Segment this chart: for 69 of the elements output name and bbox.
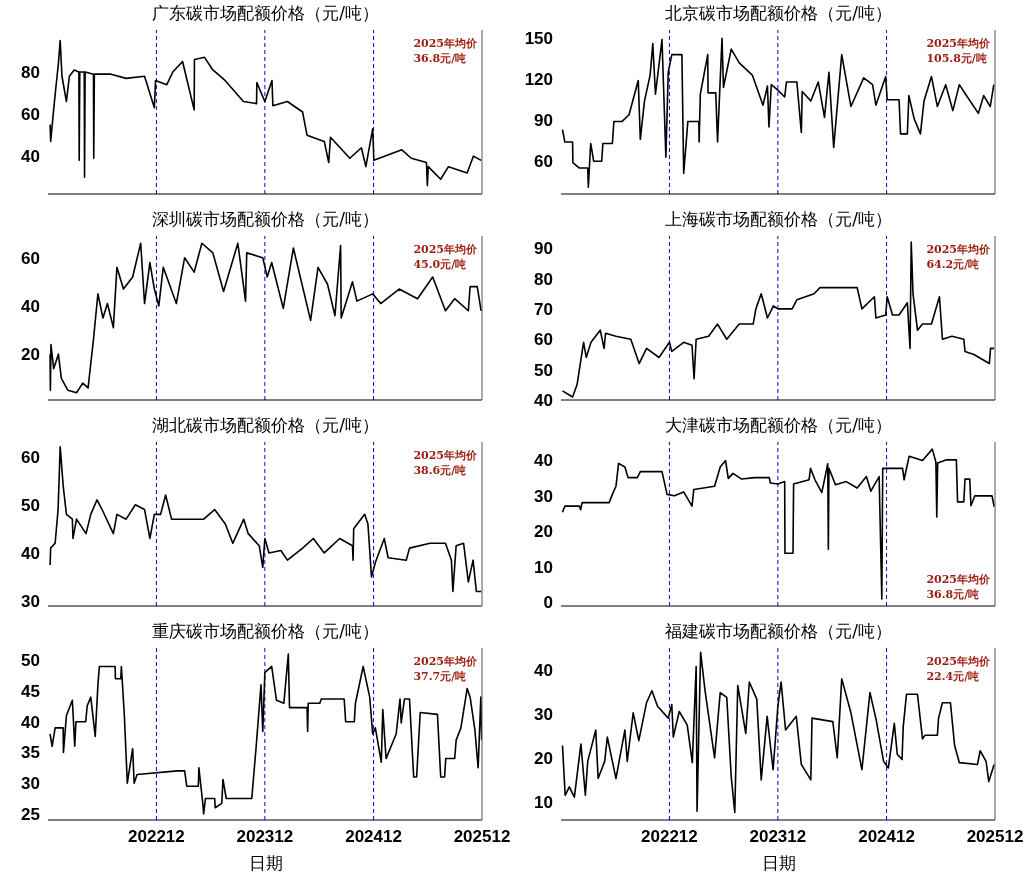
y-tick-label: 60 <box>534 330 553 350</box>
line-series <box>561 448 995 600</box>
y-tick-label: 60 <box>21 105 40 125</box>
y-tick-label: 150 <box>524 29 553 49</box>
line-series <box>561 651 995 814</box>
y-tick-label: 40 <box>534 450 553 470</box>
chart-title: 广东碳市场配额价格（元/吨） <box>151 2 380 25</box>
y-tick-label: 10 <box>534 793 553 813</box>
y-tick-label: 25 <box>21 804 40 824</box>
y-tick-label: 60 <box>534 152 553 172</box>
y-tick-label: 30 <box>21 592 40 612</box>
y-tick-label: 40 <box>534 661 553 681</box>
y-tick-label: 60 <box>21 248 40 268</box>
y-tick-label: 50 <box>534 360 553 380</box>
chart-title: 北京碳市场配额价格（元/吨） <box>664 2 893 25</box>
x-tick-label: 202412 <box>345 827 402 847</box>
y-tick-label: 90 <box>534 239 553 259</box>
y-tick-label: 30 <box>534 486 553 506</box>
chart-title: 湖北碳市场配额价格（元/吨） <box>151 414 380 437</box>
line-series <box>49 446 482 593</box>
y-tick-label: 40 <box>534 391 553 411</box>
x-tick-label: 202512 <box>453 827 511 847</box>
chart-title: 福建碳市场配额价格（元/吨） <box>664 620 893 643</box>
y-tick-label: 80 <box>21 63 40 83</box>
y-tick-label: 0 <box>543 593 553 613</box>
x-tick-label: 202412 <box>858 827 915 847</box>
annotation: 2025年均价 64.2元/吨 <box>926 242 990 272</box>
line-series <box>561 241 995 398</box>
x-tick-label: 202312 <box>749 827 807 847</box>
line-series <box>49 242 482 394</box>
chart-title: 大津碳市场配额价格（元/吨） <box>664 414 893 437</box>
x-tick-label: 202512 <box>966 827 1024 847</box>
y-tick-label: 20 <box>534 749 553 769</box>
y-tick-label: 10 <box>534 557 553 577</box>
annotation: 2025年均价 45.0元/吨 <box>413 242 477 272</box>
y-tick-label: 70 <box>534 299 553 319</box>
chart-title: 重庆碳市场配额价格（元/吨） <box>151 620 380 643</box>
line-series <box>49 39 482 187</box>
y-tick-label: 35 <box>21 743 40 763</box>
y-tick-label: 30 <box>534 705 553 725</box>
x-axis-title: 日期 <box>760 852 797 875</box>
chart-title: 深圳碳市场配额价格（元/吨） <box>151 208 380 231</box>
annotation: 2025年均价 37.7元/吨 <box>413 654 477 684</box>
annotation: 2025年均价 105.8元/吨 <box>926 36 990 66</box>
y-tick-label: 40 <box>21 147 40 167</box>
line-series <box>49 653 482 815</box>
y-tick-label: 20 <box>21 345 40 365</box>
x-tick-label: 202212 <box>128 827 185 847</box>
line-series <box>561 37 995 188</box>
y-tick-label: 40 <box>21 296 40 316</box>
y-tick-label: 45 <box>21 682 40 702</box>
y-tick-label: 50 <box>21 495 40 515</box>
y-tick-label: 40 <box>21 543 40 563</box>
y-tick-label: 90 <box>534 111 553 131</box>
y-tick-label: 60 <box>21 447 40 467</box>
annotation: 2025年均价 36.8元/吨 <box>413 36 477 66</box>
x-axis-title: 日期 <box>247 852 284 875</box>
x-tick-label: 202312 <box>236 827 294 847</box>
chart-title: 上海碳市场配额价格（元/吨） <box>664 208 893 231</box>
y-tick-label: 120 <box>524 70 553 90</box>
y-tick-label: 20 <box>534 522 553 542</box>
annotation: 2025年均价 36.8元/吨 <box>926 572 990 602</box>
y-tick-label: 30 <box>21 774 40 794</box>
y-tick-label: 40 <box>21 712 40 732</box>
annotation: 2025年均价 22.4元/吨 <box>926 654 990 684</box>
y-tick-label: 50 <box>21 651 40 671</box>
annotation: 2025年均价 38.6元/吨 <box>413 448 477 478</box>
x-tick-label: 202212 <box>641 827 698 847</box>
y-tick-label: 80 <box>534 269 553 289</box>
